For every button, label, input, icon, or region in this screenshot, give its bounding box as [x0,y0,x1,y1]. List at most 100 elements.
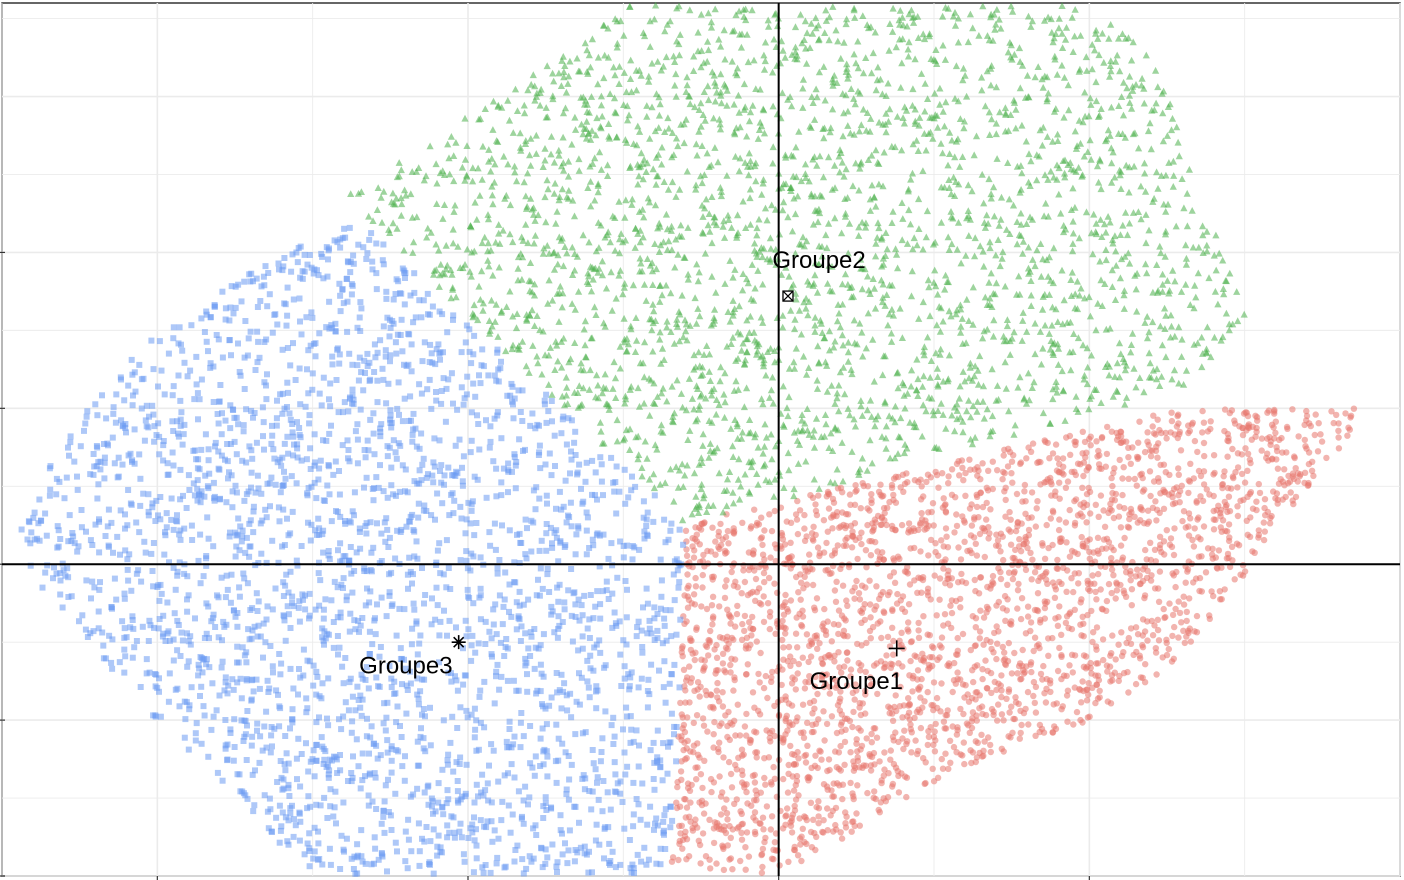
data-point [1088,65,1096,73]
data-point [690,52,698,60]
data-point [1193,612,1201,620]
data-point [724,606,731,613]
data-point [1199,231,1207,239]
data-point [1019,250,1027,257]
data-point [1203,323,1211,331]
data-point [1045,652,1052,659]
data-point [851,520,859,527]
data-point [1012,106,1020,113]
data-point [889,733,897,741]
data-point [897,683,904,691]
data-point [938,755,945,763]
data-point [656,100,664,108]
data-point [666,17,674,25]
data-point [903,22,911,30]
data-point [560,167,568,174]
data-point [1183,633,1190,640]
data-point [571,339,579,346]
data-point [1171,623,1178,631]
data-point [971,516,978,523]
data-point [1182,366,1191,374]
data-point [568,243,576,251]
data-point [586,366,594,374]
data-point [855,590,863,597]
data-point [548,296,557,304]
data-point [880,352,888,360]
data-point [1169,611,1177,619]
data-point [835,152,843,160]
data-point [702,853,710,860]
data-point [1129,38,1137,46]
data-point [650,307,658,315]
data-point [800,734,808,741]
data-point [698,603,705,610]
data-point [948,240,956,248]
data-point [620,338,628,346]
data-point [924,585,932,592]
data-point [707,775,715,783]
data-point [1318,438,1326,445]
data-point [1161,325,1169,332]
data-point [687,748,694,755]
data-point [571,306,579,313]
data-point [987,190,995,198]
data-point [971,234,979,242]
data-point [927,724,934,731]
data-point [517,146,525,154]
data-point [519,237,527,244]
data-point [620,314,628,322]
data-point [746,312,754,320]
data-point [641,338,649,346]
data-point [1264,450,1271,457]
data-point [835,407,843,415]
data-point [716,377,724,385]
data-point [1112,262,1120,269]
data-point [957,259,965,267]
data-point [996,108,1004,116]
data-point [760,129,769,137]
data-point [1106,132,1114,139]
data-point [687,799,694,806]
data-point [722,583,729,590]
data-point [723,502,731,510]
data-point [700,722,708,729]
data-point [1121,534,1128,542]
data-point [1076,139,1085,147]
data-point [560,334,568,342]
data-point [1018,595,1026,602]
data-point [620,69,628,76]
data-point [1128,602,1136,609]
data-point [709,615,717,622]
data-point [673,315,681,323]
data-point [1075,117,1083,124]
data-point [1161,614,1168,622]
data-point [852,59,860,67]
data-point [986,244,994,252]
data-point [1294,470,1302,477]
data-point [1145,226,1153,234]
data-point [832,748,839,755]
data-point [727,719,734,727]
data-point [1090,210,1098,218]
data-point [890,637,897,645]
data-point [1086,136,1094,144]
data-point [1034,63,1042,70]
data-point [452,293,460,301]
data-point [785,643,793,651]
data-point [664,186,673,193]
data-point [836,368,844,376]
data-point [550,190,558,197]
data-point [867,682,874,689]
data-point [852,681,859,688]
data-point [1249,548,1256,555]
data-point [853,577,860,585]
data-point [806,699,814,706]
data-point [739,519,746,526]
data-point [674,778,681,786]
data-point [665,124,673,132]
data-point [1219,517,1227,524]
data-point [851,501,859,508]
data-point [737,482,745,490]
data-point [875,160,883,167]
data-point [815,35,823,43]
